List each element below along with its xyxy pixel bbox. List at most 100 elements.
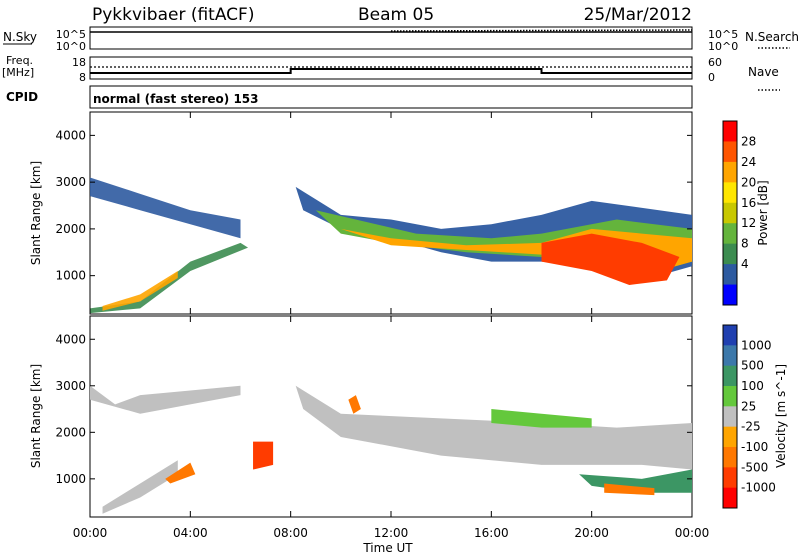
power-ytick-label-1000: 1000 [55,269,86,283]
xtick-label-6: 00:00 [675,526,710,540]
power-cbar-swatch-8 [723,284,737,306]
nave-tick-bottom: 0 [708,71,715,84]
power-cbar-swatch-3 [723,182,737,204]
power-colorbar-label: Power [dB] [756,180,770,245]
power-cbar-swatch-2 [723,161,737,183]
velocity-cbar-swatch-1 [723,345,737,367]
velocity-cbar-swatch-3 [723,386,737,407]
power-cbar-tick-5: 8 [741,237,749,251]
power-y-label: Slant Range [km] [29,161,43,265]
power-cbar-swatch-1 [723,141,737,163]
x-axis-label: Time UT [362,541,413,554]
velocity-colorbar [722,324,738,509]
velocity-echo-early-far [90,385,241,414]
velocity-cbar-tick-4: -25 [741,420,761,434]
power-cbar-swatch-0 [723,121,737,142]
power-cbar-tick-3: 16 [741,196,756,210]
power-echo-main-core [541,233,680,286]
velocity-cbar-swatch-4 [723,406,737,428]
nave-label: Nave [748,65,779,79]
nsky-tick-top: 10^5 [56,28,86,41]
velocity-cbar-tick-7: -1000 [741,481,776,495]
beam-title: Beam 05 [358,5,434,25]
velocity-echo-late-orange [604,483,655,496]
power-ytick-label-3000: 3000 [55,175,86,189]
nsearch-label: N.Search [745,30,799,44]
velocity-cbar-tick-2: 100 [741,379,764,393]
power-cbar-frame [722,120,738,306]
velocity-cbar-swatch-8 [723,487,737,509]
velocity-echo-early-near [102,460,178,514]
velocity-cbar-swatch-0 [723,325,737,346]
velocity-cbar-swatch-5 [723,426,737,448]
nsearch-tick-top: 10^5 [708,28,738,41]
power-cbar-swatch-6 [723,243,737,265]
nave-tick-top: 60 [708,56,722,69]
freq-line [90,68,692,74]
power-echo-early-strong [102,270,178,311]
power-cbar-tick-4: 12 [741,216,756,230]
power-heatmap [90,177,692,314]
cpid-text: normal (fast stereo) 153 [93,92,259,106]
velocity-echo-mid-orange [348,395,361,414]
velocity-y-axis: 1000 2000 3000 4000 [55,332,692,486]
xtick-label-4: 16:00 [474,526,509,540]
xtick-label-2: 08:00 [273,526,308,540]
velocity-ytick-label-2000: 2000 [55,425,86,439]
freq-tick-top: 18 [72,56,86,69]
xtick-label-5: 20:00 [574,526,609,540]
velocity-heatmap [90,385,692,514]
velocity-ytick-label-3000: 3000 [55,379,86,393]
velocity-cbar-swatch-7 [723,467,737,489]
station-title: Pykkvibaer (fitACF) [92,5,254,25]
power-cbar-tick-2: 20 [741,175,756,189]
velocity-echo-main [295,385,692,470]
nsearch-tick-bottom: 10^0 [708,40,738,53]
power-cbar-swatch-5 [723,223,737,245]
nsearch-line [390,29,693,32]
power-ytick-label-2000: 2000 [55,222,86,236]
velocity-cbar-tick-6: -500 [741,460,768,474]
velocity-cbar-tick-3: 25 [741,399,756,413]
power-cbar-swatch-7 [723,264,737,286]
power-cbar-tick-6: 4 [741,257,749,271]
velocity-ytick-label-1000: 1000 [55,472,86,486]
power-echo-early-near [90,242,249,314]
velocity-cbar-tick-5: -100 [741,440,768,454]
noise-panel-lines [90,29,693,33]
velocity-echo-early-red [253,441,274,470]
freq-tick-bottom: 8 [79,71,86,84]
cpid-frame [89,85,693,109]
velocity-echo-early-orange [165,462,196,484]
noise-panel-frame [89,26,693,50]
xtick-label-1: 04:00 [173,526,208,540]
power-y-axis: 1000 2000 3000 4000 [55,128,692,283]
power-echo-early-far [90,177,241,239]
nsky-tick-bottom: 10^0 [56,40,86,53]
power-cbar-swatch-4 [723,202,737,224]
freq-label-1: Freq. [6,54,33,67]
velocity-colorbar-ticks: 1000 500 100 25 -25 -100 -500 -1000 [741,338,776,494]
velocity-cbar-frame [722,324,738,509]
velocity-cbar-tick-0: 1000 [741,338,772,352]
power-cbar-tick-0: 28 [741,134,756,148]
power-ytick-label-4000: 4000 [55,128,86,142]
xtick-label-0: 00:00 [73,526,108,540]
velocity-echo-green [491,409,592,428]
velocity-cbar-tick-1: 500 [741,359,764,373]
velocity-y-label: Slant Range [km] [29,364,43,468]
power-colorbar-ticks: 28 24 20 16 12 8 4 [741,134,756,271]
power-cbar-tick-1: 24 [741,155,756,169]
velocity-colorbar-label: Velocity [m s^-1] [774,364,788,468]
date-title: 25/Mar/2012 [584,5,692,25]
nsky-label: N.Sky [3,30,37,44]
power-colorbar [722,120,738,306]
velocity-cbar-swatch-2 [723,365,737,387]
cpid-label: CPID [6,90,38,104]
freq-panel-lines [90,66,692,74]
velocity-ytick-label-4000: 4000 [55,332,86,346]
xtick-label-3: 12:00 [374,526,409,540]
velocity-cbar-swatch-6 [723,447,737,468]
freq-panel-frame [89,56,693,80]
